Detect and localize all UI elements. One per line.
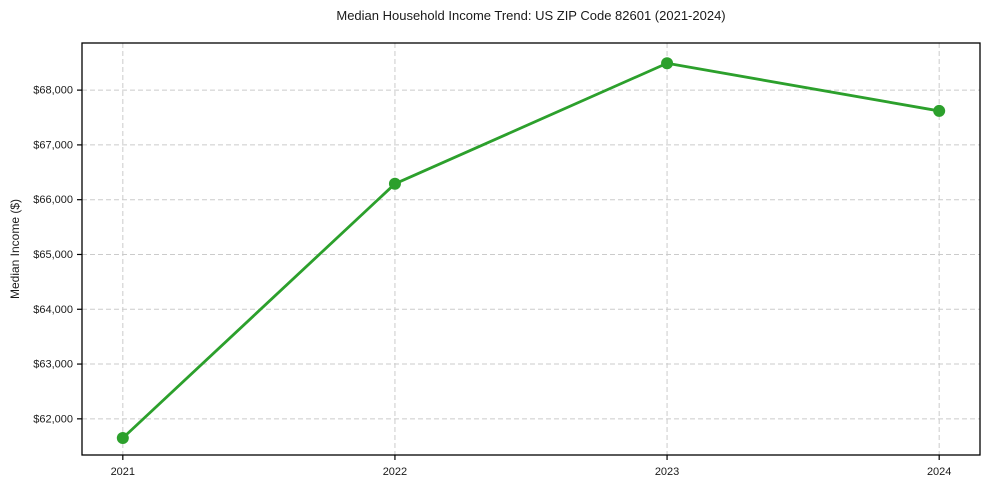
y-tick-label: $63,000 bbox=[33, 359, 73, 371]
x-tick-label: 2023 bbox=[655, 466, 679, 478]
plot-border bbox=[81, 42, 981, 456]
y-tick-label: $64,000 bbox=[33, 304, 73, 316]
data-point-2022 bbox=[388, 177, 401, 190]
y-tick-label: $65,000 bbox=[33, 249, 73, 261]
y-tick-label: $67,000 bbox=[33, 139, 73, 151]
data-point-2024 bbox=[933, 104, 946, 117]
chart-title: Median Household Income Trend: US ZIP Co… bbox=[336, 8, 726, 23]
data-point-2023 bbox=[661, 57, 674, 70]
data-point-2021 bbox=[116, 432, 129, 445]
y-tick-label: $62,000 bbox=[33, 413, 73, 425]
x-tick-label: 2024 bbox=[927, 466, 951, 478]
income-trend-line bbox=[121, 61, 941, 440]
x-tick-label: 2021 bbox=[111, 466, 135, 478]
y-tick-label: $68,000 bbox=[33, 85, 73, 97]
x-tick-label: 2022 bbox=[383, 466, 407, 478]
y-tick-label: $66,000 bbox=[33, 194, 73, 206]
